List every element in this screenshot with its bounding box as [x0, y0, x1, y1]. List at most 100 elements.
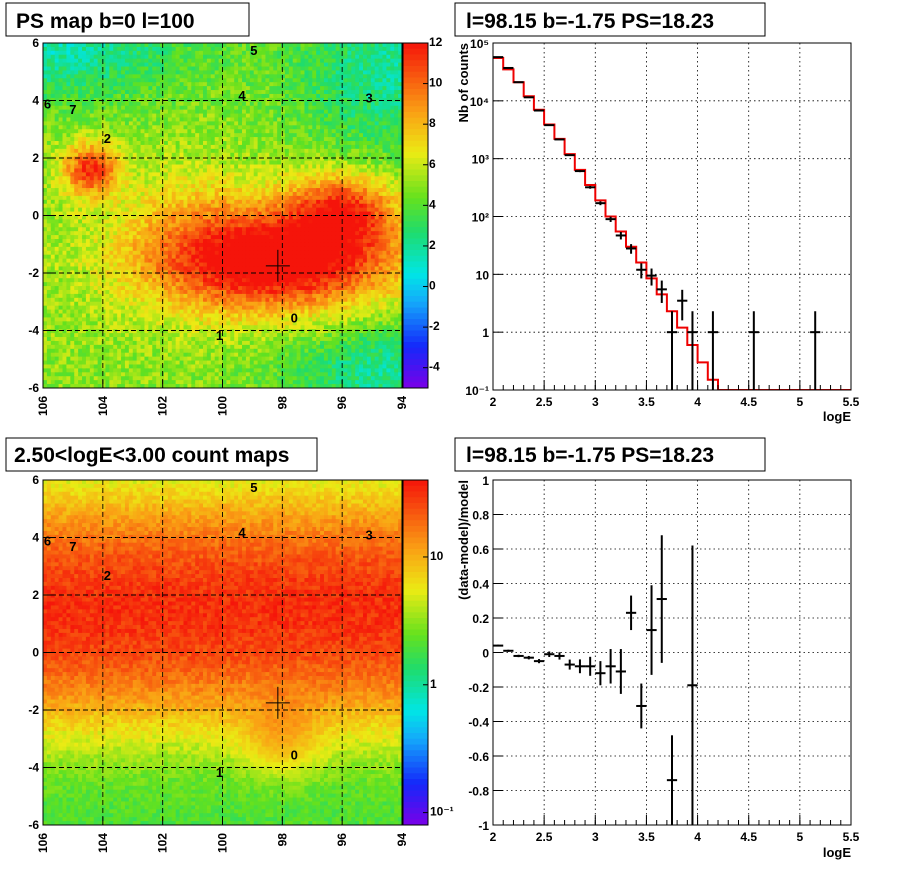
heatmap-cell: [222, 144, 227, 150]
heatmap-cell: [230, 227, 235, 232]
heatmap-cell: [312, 156, 317, 162]
heatmap-cell: [62, 203, 68, 209]
heatmap-cell: [46, 188, 52, 193]
heatmap-cell: [277, 93, 282, 99]
heatmap-cell: [316, 235, 321, 240]
heatmap-cell: [316, 46, 321, 52]
heatmap-cell: [362, 148, 368, 154]
heatmap-cell: [374, 231, 380, 236]
heatmap-cell: [210, 125, 216, 130]
heatmap-cell: [273, 246, 278, 252]
heatmap-cell: [249, 101, 255, 107]
heatmap-cell: [89, 231, 95, 236]
heatmap-cell: [390, 86, 395, 91]
heatmap-cell: [121, 86, 126, 91]
heatmap-cell: [351, 86, 356, 91]
heatmap-cell: [249, 109, 255, 115]
heatmap-cell: [105, 203, 110, 209]
heatmap-cell: [163, 227, 169, 232]
heatmap-cell: [199, 70, 204, 75]
heatmap-cell: [281, 227, 286, 232]
heatmap-cell: [312, 231, 317, 236]
heatmap-cell: [238, 54, 243, 60]
heatmap-cell: [78, 191, 83, 197]
heatmap-cell: [117, 78, 122, 83]
heatmap-cell: [148, 86, 153, 91]
heatmap-cell: [171, 152, 177, 158]
heatmap-cell: [140, 246, 146, 252]
heatmap-cell: [351, 184, 356, 189]
heatmap-cell: [218, 195, 224, 201]
heatmap-cell: [218, 156, 224, 162]
heatmap-cell: [113, 176, 118, 181]
heatmap-cell: [390, 235, 395, 240]
heatmap-cell: [101, 125, 107, 130]
heatmap-cell: [347, 195, 352, 201]
heatmap-cell: [136, 195, 142, 201]
heatmap-cell: [148, 188, 153, 193]
heatmap-cell: [156, 199, 161, 205]
heatmap-cell: [191, 70, 196, 75]
heatmap-cell: [54, 172, 60, 177]
heatmap-cell: [195, 109, 200, 115]
heatmap-cell: [101, 172, 107, 177]
heatmap-cell: [312, 86, 317, 91]
heatmap-cell: [226, 231, 231, 236]
heatmap-cell: [54, 250, 60, 256]
heatmap-cell: [113, 141, 118, 146]
heatmap-cell: [187, 109, 192, 115]
heatmap-cell: [355, 184, 360, 189]
heatmap-cell: [277, 144, 282, 150]
heatmap-cell: [257, 66, 263, 72]
heatmap-cell: [85, 121, 91, 126]
heatmap-cell: [199, 90, 204, 95]
heatmap-cell: [66, 199, 71, 205]
heatmap-cell: [128, 144, 134, 150]
heatmap-cell: [288, 250, 294, 256]
heatmap-cell: [179, 199, 185, 205]
heatmap-cell: [167, 58, 173, 64]
heatmap-cell: [226, 62, 231, 68]
heatmap-cell: [121, 199, 126, 205]
heatmap-cell: [82, 58, 87, 64]
heatmap-cell: [78, 239, 83, 244]
heatmap-cell: [93, 199, 99, 205]
heatmap-cell: [308, 211, 313, 217]
heatmap-cell: [390, 227, 395, 232]
heatmap-cell: [257, 211, 263, 217]
heatmap-cell: [335, 78, 341, 83]
heatmap-cell: [249, 227, 255, 232]
heatmap-cell: [50, 235, 56, 240]
heatmap-cell: [386, 211, 391, 217]
heatmap-cell: [312, 74, 317, 79]
heatmap-cell: [292, 66, 298, 72]
heatmap-cell: [292, 148, 298, 154]
heatmap-cell: [351, 97, 356, 103]
heatmap-cell: [261, 70, 267, 75]
heatmap-cell: [249, 160, 255, 166]
heatmap-cell: [359, 125, 364, 130]
heatmap-cell: [359, 137, 364, 142]
heatmap-cell: [132, 227, 138, 232]
heatmap-cell: [160, 93, 165, 99]
heatmap-cell: [378, 215, 384, 221]
heatmap-cell: [335, 246, 341, 252]
heatmap-cell: [163, 172, 169, 177]
heatmap-cell: [121, 156, 126, 162]
heatmap-cell: [202, 86, 208, 91]
heatmap-cell: [97, 148, 103, 154]
heatmap-cell: [242, 215, 247, 221]
heatmap-cell: [261, 78, 267, 83]
heatmap-cell: [175, 133, 181, 138]
heatmap-cell: [343, 137, 348, 142]
heatmap-cell: [390, 176, 395, 181]
heatmap-cell: [140, 125, 146, 130]
heatmap-cell: [347, 184, 352, 189]
heatmap-cell: [101, 246, 107, 252]
heatmap-cell: [82, 125, 87, 130]
heatmap-cell: [327, 105, 333, 111]
heatmap-cell: [331, 133, 337, 138]
heatmap-cell: [359, 78, 364, 83]
heatmap-cell: [113, 164, 118, 170]
heatmap-cell: [292, 184, 298, 189]
